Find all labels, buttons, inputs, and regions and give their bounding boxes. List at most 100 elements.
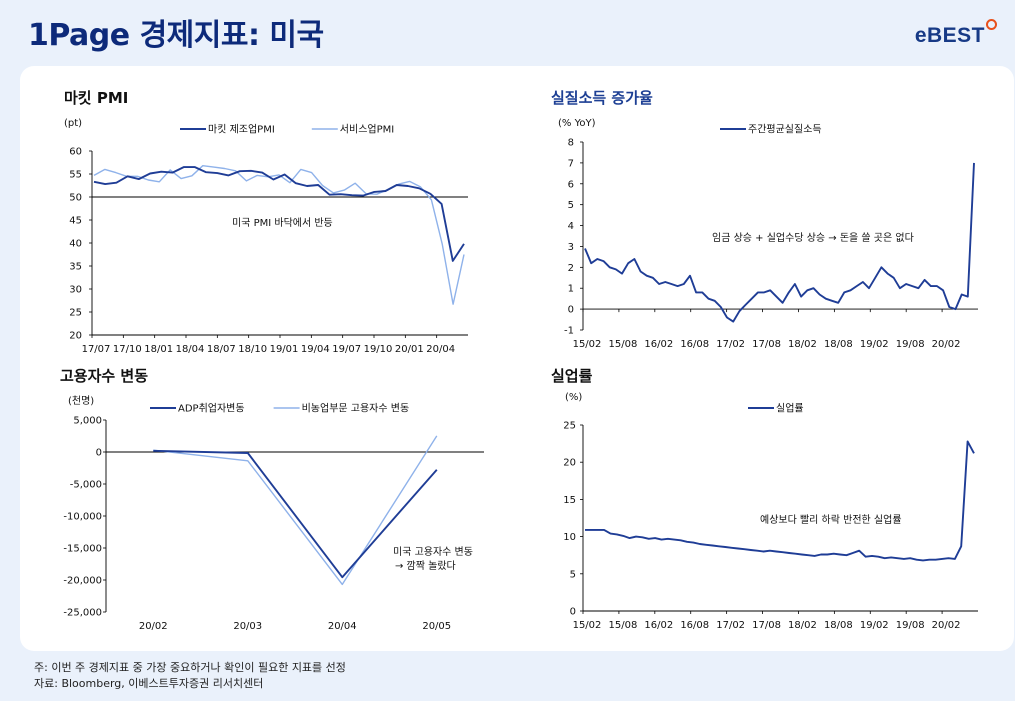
- pmi-xtick-label: 18/07: [207, 344, 236, 355]
- unemployment-legend-label: 실업률: [776, 402, 804, 415]
- employment-ytick-label: 0: [96, 448, 102, 459]
- logo-dot-icon: [986, 19, 997, 30]
- logo-text: eBEST: [914, 24, 985, 47]
- unemployment-xtick-label: 18/02: [788, 620, 817, 631]
- pmi-ytick-label: 35: [69, 262, 82, 273]
- real-income-series-0-line: [584, 162, 975, 323]
- employment-xtick-label: 20/02: [139, 621, 168, 632]
- unemployment-panel-title: 실업률: [551, 367, 593, 385]
- pmi-ytick-label: 50: [69, 193, 82, 204]
- real-income-ytick-label: -1: [564, 326, 574, 337]
- unemployment-xtick-label: 20/02: [932, 620, 961, 631]
- employment-series-0-line: [153, 449, 438, 579]
- unemployment-ytick-label: 0: [570, 607, 576, 618]
- employment-ytick-label: -10,000: [63, 512, 102, 523]
- real-income-xtick-label: 19/08: [896, 339, 925, 350]
- real-income-annotation: 임금 상승 + 실업수당 상승 → 돈을 쓸 곳은 없다: [712, 231, 914, 244]
- pmi-xtick-label: 20/04: [426, 344, 455, 355]
- real-income-ytick-label: 4: [568, 221, 574, 232]
- employment-xtick-label: 20/05: [422, 621, 451, 632]
- pmi-unit-label: (pt): [64, 118, 82, 129]
- real-income-ytick-label: 0: [568, 305, 574, 316]
- real-income-xtick-label: 16/02: [644, 339, 673, 350]
- pmi-legend-label: 마킷 제조업PMI: [208, 123, 275, 136]
- real-income-xtick-label: 17/02: [716, 339, 745, 350]
- pmi-ytick-label: 60: [69, 147, 82, 158]
- pmi-xtick-label: 19/04: [301, 344, 330, 355]
- real-income-ytick-label: 6: [568, 179, 574, 190]
- pmi-ytick-label: 55: [69, 170, 82, 181]
- real-income-xtick-label: 19/02: [860, 339, 889, 350]
- employment-ytick-label: 5,000: [73, 416, 102, 427]
- unemployment-ytick-label: 20: [563, 458, 576, 469]
- ebest-logo: eBEST: [914, 19, 997, 48]
- pmi-xtick-label: 19/07: [332, 344, 361, 355]
- pmi-legend-label: 서비스업PMI: [340, 123, 394, 136]
- page-title: 1Page 경제지표: 미국: [28, 18, 324, 53]
- pmi-annotation: 미국 PMI 바닥에서 반등: [232, 217, 333, 229]
- pmi-ytick-label: 30: [69, 285, 82, 296]
- pmi-ytick-label: 20: [69, 331, 82, 342]
- real-income-ytick-label: 3: [568, 242, 574, 253]
- unemployment-ytick-label: 15: [563, 495, 576, 506]
- real-income-xtick-label: 15/02: [573, 339, 602, 350]
- pmi-panel-title: 마킷 PMI: [64, 89, 129, 107]
- unemployment-xtick-label: 16/08: [680, 620, 709, 631]
- employment-ytick-label: -25,000: [63, 608, 102, 619]
- real-income-unit-label: (% YoY): [558, 118, 596, 129]
- chart-card: [20, 66, 1014, 651]
- unemployment-annotation: 예상보다 빨리 하락 반전한 실업률: [760, 513, 902, 526]
- unemployment-xtick-label: 15/02: [573, 620, 602, 631]
- footnote: 주: 이번 주 경제지표 중 가장 중요하거나 확인이 필요한 지표를 선정: [34, 661, 346, 674]
- real-income-xtick-label: 20/02: [932, 339, 961, 350]
- pmi-xtick-label: 19/01: [270, 344, 299, 355]
- unemployment-xtick-label: 16/02: [644, 620, 673, 631]
- employment-series-1-line: [153, 435, 438, 586]
- unemployment-series-0-line: [585, 440, 975, 562]
- employment-ytick-label: -5,000: [70, 480, 102, 491]
- source-note: 자료: Bloomberg, 이베스트투자증권 리서치센터: [34, 677, 264, 690]
- pmi-xtick-label: 20/01: [395, 344, 424, 355]
- pmi-xtick-label: 18/01: [144, 344, 173, 355]
- pmi-xtick-label: 18/04: [176, 344, 205, 355]
- employment-ytick-label: -15,000: [63, 544, 102, 555]
- pmi-series-1-line: [93, 164, 465, 305]
- real-income-xtick-label: 17/08: [752, 339, 781, 350]
- real-income-ytick-label: 5: [568, 200, 574, 211]
- real-income-legend-label: 주간평균실질소득: [748, 124, 822, 136]
- real-income-xtick-label: 18/08: [824, 339, 853, 350]
- unemployment-xtick-label: 19/02: [860, 620, 889, 631]
- unemployment-xtick-label: 17/02: [716, 620, 745, 631]
- employment-unit-label: (천명): [68, 395, 94, 407]
- pmi-xtick-label: 18/10: [238, 344, 267, 355]
- unemployment-xtick-label: 18/08: [824, 620, 853, 631]
- employment-annotation-line: 미국 고용자수 변동: [393, 546, 473, 558]
- employment-legend-label: 비농업부문 고용자수 변동: [302, 402, 410, 415]
- employment-panel-title: 고용자수 변동: [60, 367, 149, 385]
- employment-xtick-label: 20/04: [328, 621, 357, 632]
- unemployment-ytick-label: 10: [563, 532, 576, 543]
- pmi-xtick-label: 17/10: [113, 344, 142, 355]
- pmi-xtick-label: 17/07: [82, 344, 111, 355]
- unemployment-xtick-label: 17/08: [752, 620, 781, 631]
- real-income-ytick-label: 2: [568, 263, 574, 274]
- unemployment-ytick-label: 25: [563, 421, 576, 432]
- pmi-ytick-label: 40: [69, 239, 82, 250]
- employment-ytick-label: -20,000: [63, 576, 102, 587]
- employment-annotation-line: → 깜짝 놀랐다: [395, 559, 456, 572]
- income-panel-title: 실질소득 증가율: [551, 89, 653, 107]
- real-income-xtick-label: 18/02: [788, 339, 817, 350]
- unemployment-xtick-label: 15/08: [608, 620, 637, 631]
- real-income-xtick-label: 15/08: [608, 339, 637, 350]
- pmi-ytick-label: 45: [69, 216, 82, 227]
- pmi-series-0-line: [93, 166, 465, 262]
- real-income-ytick-label: 7: [568, 158, 574, 169]
- pmi-xtick-label: 19/10: [364, 344, 393, 355]
- unemployment-ytick-label: 5: [570, 569, 576, 580]
- pmi-ytick-label: 25: [69, 308, 82, 319]
- employment-xtick-label: 20/03: [233, 621, 262, 632]
- real-income-ytick-label: 1: [568, 284, 574, 295]
- real-income-ytick-label: 8: [568, 138, 574, 149]
- unemployment-unit-label: (%): [565, 392, 582, 403]
- real-income-xtick-label: 16/08: [680, 339, 709, 350]
